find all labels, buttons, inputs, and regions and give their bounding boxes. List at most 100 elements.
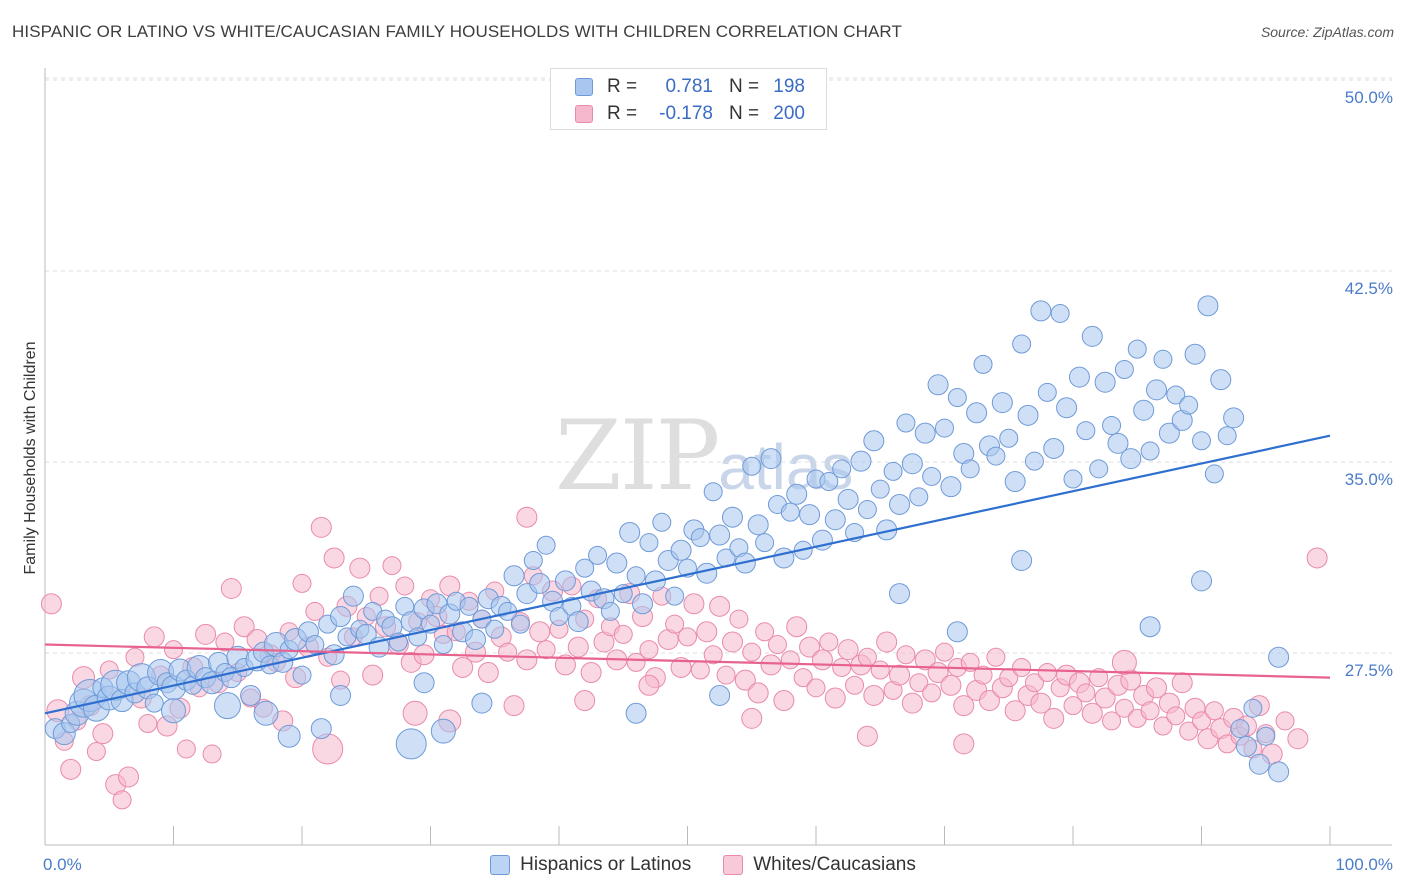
data-point bbox=[1024, 451, 1044, 471]
data-point bbox=[138, 713, 158, 733]
data-point bbox=[747, 682, 769, 704]
data-point bbox=[1017, 404, 1039, 426]
data-point bbox=[626, 566, 646, 586]
data-point bbox=[1114, 359, 1134, 379]
data-point bbox=[901, 453, 923, 475]
y-tick-label: 50.0% bbox=[1345, 88, 1393, 107]
series-hispanics-or-latinos bbox=[44, 295, 1290, 783]
data-point bbox=[523, 550, 543, 570]
axis-labels: 27.5% 35.0% 42.5% 50.0% 0.0% 100.0% Family Hou… bbox=[22, 88, 1393, 874]
legend-n-value-blue: 198 bbox=[773, 76, 805, 97]
data-point bbox=[1287, 728, 1309, 750]
data-point bbox=[914, 422, 936, 444]
data-point bbox=[536, 640, 556, 660]
data-point bbox=[1256, 726, 1276, 746]
data-point bbox=[1204, 701, 1224, 721]
data-point bbox=[580, 662, 602, 684]
data-point bbox=[786, 483, 808, 505]
data-point bbox=[1102, 711, 1122, 731]
data-point bbox=[253, 700, 279, 726]
data-point bbox=[567, 636, 589, 658]
legend-r-label: R = bbox=[607, 76, 638, 97]
data-point bbox=[220, 578, 242, 600]
data-point bbox=[144, 693, 164, 713]
data-point bbox=[696, 562, 718, 584]
data-point bbox=[1127, 339, 1147, 359]
data-point bbox=[1081, 325, 1103, 347]
data-point bbox=[1037, 663, 1057, 683]
data-point bbox=[554, 654, 576, 676]
legend-item-hispanics[interactable]: Hispanics or Latinos bbox=[490, 854, 691, 876]
data-point bbox=[716, 665, 736, 685]
data-point bbox=[619, 521, 641, 543]
data-point bbox=[1043, 707, 1065, 729]
data-point bbox=[510, 614, 530, 634]
data-point bbox=[1120, 448, 1142, 470]
data-point bbox=[477, 662, 499, 684]
data-point bbox=[1166, 385, 1186, 405]
data-point bbox=[118, 766, 140, 788]
data-point bbox=[430, 718, 456, 744]
data-point bbox=[953, 733, 975, 755]
data-point bbox=[1179, 721, 1199, 741]
data-point bbox=[824, 509, 846, 531]
data-point bbox=[960, 459, 980, 479]
data-point bbox=[760, 448, 782, 470]
legend-r-label: R = bbox=[607, 103, 638, 124]
data-point bbox=[638, 674, 660, 696]
legend-swatch-blue bbox=[490, 855, 511, 875]
data-point bbox=[529, 621, 551, 643]
legend-swatch-pink bbox=[575, 105, 593, 123]
data-point bbox=[940, 476, 962, 498]
data-point bbox=[837, 488, 859, 510]
data-point bbox=[665, 586, 685, 606]
data-point bbox=[670, 656, 692, 678]
data-point bbox=[1111, 649, 1137, 675]
data-point bbox=[991, 392, 1013, 414]
data-point bbox=[305, 635, 325, 655]
data-point bbox=[292, 665, 312, 685]
data-point bbox=[176, 739, 196, 759]
data-point bbox=[349, 557, 371, 579]
data-point bbox=[240, 684, 262, 706]
data-point bbox=[889, 664, 911, 686]
data-point bbox=[909, 487, 929, 507]
data-point bbox=[935, 418, 954, 438]
y-tick-label: 35.0% bbox=[1345, 470, 1393, 489]
data-point bbox=[574, 690, 596, 712]
legend-item-whites[interactable]: Whites/Caucasians bbox=[723, 854, 916, 876]
data-point bbox=[1268, 761, 1290, 783]
data-point bbox=[696, 621, 718, 643]
data-point bbox=[1217, 426, 1237, 446]
data-point bbox=[342, 585, 364, 607]
data-point bbox=[639, 533, 659, 553]
data-point bbox=[1210, 369, 1232, 391]
data-point bbox=[1043, 437, 1065, 459]
data-point bbox=[330, 606, 352, 628]
data-point bbox=[767, 635, 787, 655]
data-point bbox=[946, 621, 968, 643]
legend-n-label: N = bbox=[729, 76, 760, 97]
y-tick-label: 27.5% bbox=[1345, 661, 1393, 680]
data-point bbox=[516, 649, 538, 671]
data-point bbox=[709, 595, 731, 617]
data-point bbox=[1153, 349, 1173, 369]
data-point bbox=[799, 636, 821, 658]
data-point bbox=[362, 664, 384, 686]
data-point bbox=[665, 614, 685, 634]
data-point bbox=[613, 624, 633, 644]
data-point bbox=[935, 642, 954, 662]
data-point bbox=[1107, 432, 1129, 454]
data-point bbox=[310, 516, 332, 538]
data-point bbox=[1089, 668, 1109, 688]
data-point bbox=[215, 632, 235, 652]
data-point bbox=[1140, 701, 1160, 721]
data-point bbox=[999, 428, 1019, 448]
watermark: ZIPatlas bbox=[555, 400, 853, 512]
data-point bbox=[857, 500, 877, 520]
data-point bbox=[639, 640, 659, 660]
data-point bbox=[799, 504, 821, 526]
data-point bbox=[896, 413, 916, 433]
data-point bbox=[312, 733, 344, 765]
data-point bbox=[323, 547, 345, 569]
